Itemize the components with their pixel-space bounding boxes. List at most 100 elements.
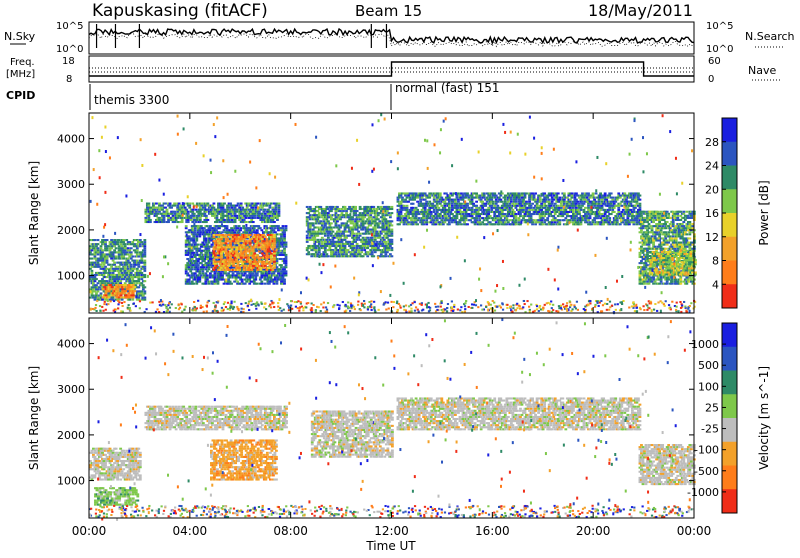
range-gate-cell bbox=[324, 251, 327, 253]
range-gate-cell bbox=[372, 245, 375, 247]
range-gate-cell bbox=[369, 208, 372, 210]
range-gate-cell bbox=[357, 237, 360, 239]
range-gate-cell bbox=[256, 234, 259, 236]
range-gate-cell bbox=[104, 243, 107, 245]
range-gate-cell bbox=[335, 212, 338, 214]
range-gate-cell bbox=[213, 207, 216, 209]
range-gate-cell bbox=[185, 227, 188, 229]
range-gate-cell bbox=[404, 199, 407, 201]
range-gate-cell bbox=[207, 248, 210, 250]
range-gate-cell bbox=[315, 249, 318, 251]
range-gate-cell bbox=[400, 217, 403, 219]
data-region-4 bbox=[213, 234, 276, 271]
range-gate-cell bbox=[336, 206, 339, 208]
range-gate-cell bbox=[137, 278, 140, 280]
range-gate-cell bbox=[95, 278, 98, 280]
range-gate-cell bbox=[483, 192, 486, 194]
range-gate-cell bbox=[142, 284, 145, 286]
range-gate-cell bbox=[131, 278, 134, 280]
range-gate-cell bbox=[508, 209, 511, 211]
range-gate-cell bbox=[132, 288, 135, 290]
range-gate-cell bbox=[204, 281, 207, 283]
range-gate-cell bbox=[222, 217, 225, 219]
range-gate-cell bbox=[466, 203, 469, 205]
range-gate-cell bbox=[530, 205, 533, 207]
range-gate-cell bbox=[368, 218, 371, 220]
range-gate-cell bbox=[231, 259, 234, 261]
range-gate-cell bbox=[359, 235, 362, 237]
range-gate-cell bbox=[419, 199, 422, 201]
noise-left-tick-top: 10^5 bbox=[56, 21, 83, 32]
range-gate-cell bbox=[283, 283, 286, 285]
range-gate-cell bbox=[422, 219, 425, 221]
freq-left-tick-top: 18 bbox=[62, 56, 75, 67]
range-gate-cell bbox=[374, 214, 377, 216]
range-gate-cell bbox=[483, 219, 486, 221]
range-gate-cell bbox=[214, 213, 217, 215]
range-gate-cell bbox=[353, 245, 356, 247]
range-gate-cell bbox=[400, 213, 403, 215]
range-gate-cell bbox=[549, 195, 552, 197]
range-gate-cell bbox=[225, 261, 228, 263]
range-gate-cell bbox=[310, 235, 313, 237]
range-gate-cell bbox=[285, 260, 288, 262]
range-gate-cell bbox=[179, 205, 182, 207]
range-gate-cell bbox=[216, 265, 219, 267]
range-gate-cell bbox=[118, 245, 121, 247]
range-gate-cell bbox=[478, 215, 481, 217]
range-gate-cell bbox=[546, 197, 549, 199]
range-gate-cell bbox=[149, 209, 152, 211]
range-gate-cell bbox=[199, 219, 202, 221]
range-gate-cell bbox=[433, 209, 436, 211]
range-gate-cell bbox=[270, 238, 273, 240]
range-gate-cell bbox=[191, 202, 194, 204]
range-gate-cell bbox=[433, 211, 436, 213]
range-gate-cell bbox=[124, 249, 127, 251]
range-gate-cell bbox=[521, 195, 524, 197]
range-gate-cell bbox=[106, 276, 109, 278]
range-gate-cell bbox=[235, 205, 238, 207]
range-gate-cell bbox=[511, 203, 514, 205]
range-gate-cell bbox=[262, 246, 265, 248]
range-gate-cell bbox=[264, 265, 267, 267]
range-gate-cell bbox=[374, 224, 377, 226]
range-gate-cell bbox=[480, 223, 483, 225]
range-gate-cell bbox=[374, 237, 377, 239]
range-gate-cell bbox=[194, 256, 197, 258]
range-gate-cell bbox=[206, 279, 209, 281]
range-gate-cell bbox=[125, 272, 128, 274]
range-gate-cell bbox=[139, 243, 142, 245]
range-gate-cell bbox=[495, 195, 498, 197]
range-gate-cell bbox=[472, 203, 475, 205]
range-gate-cell bbox=[116, 243, 119, 245]
range-gate-cell bbox=[194, 242, 197, 244]
range-gate-cell bbox=[238, 207, 241, 209]
range-gate-cell bbox=[390, 249, 393, 251]
range-gate-cell bbox=[226, 215, 229, 217]
range-gate-cell bbox=[131, 299, 134, 301]
range-gate-cell bbox=[253, 217, 256, 219]
range-gate-cell bbox=[342, 233, 345, 235]
range-gate-cell bbox=[327, 220, 330, 222]
range-gate-cell bbox=[321, 243, 324, 245]
range-gate-cell bbox=[307, 212, 310, 214]
range-gate-cell bbox=[244, 252, 247, 254]
range-gate-cell bbox=[459, 209, 462, 211]
range-gate-cell bbox=[263, 283, 266, 285]
range-gate-cell bbox=[285, 272, 288, 274]
range-gate-cell bbox=[456, 203, 459, 205]
range-gate-cell bbox=[539, 201, 542, 203]
range-gate-cell bbox=[273, 238, 276, 240]
range-gate-cell bbox=[522, 199, 525, 201]
range-gate-cell bbox=[309, 229, 312, 231]
range-gate-cell bbox=[246, 255, 249, 257]
range-gate-cell bbox=[277, 229, 280, 231]
range-gate-cell bbox=[277, 225, 280, 227]
range-gate-cell bbox=[325, 229, 328, 231]
range-gate-cell bbox=[239, 276, 242, 278]
range-gate-cell bbox=[97, 262, 100, 264]
range-gate-cell bbox=[143, 297, 146, 299]
range-gate-cell bbox=[195, 283, 198, 285]
range-gate-cell bbox=[140, 260, 143, 262]
range-gate-cell bbox=[283, 233, 286, 235]
